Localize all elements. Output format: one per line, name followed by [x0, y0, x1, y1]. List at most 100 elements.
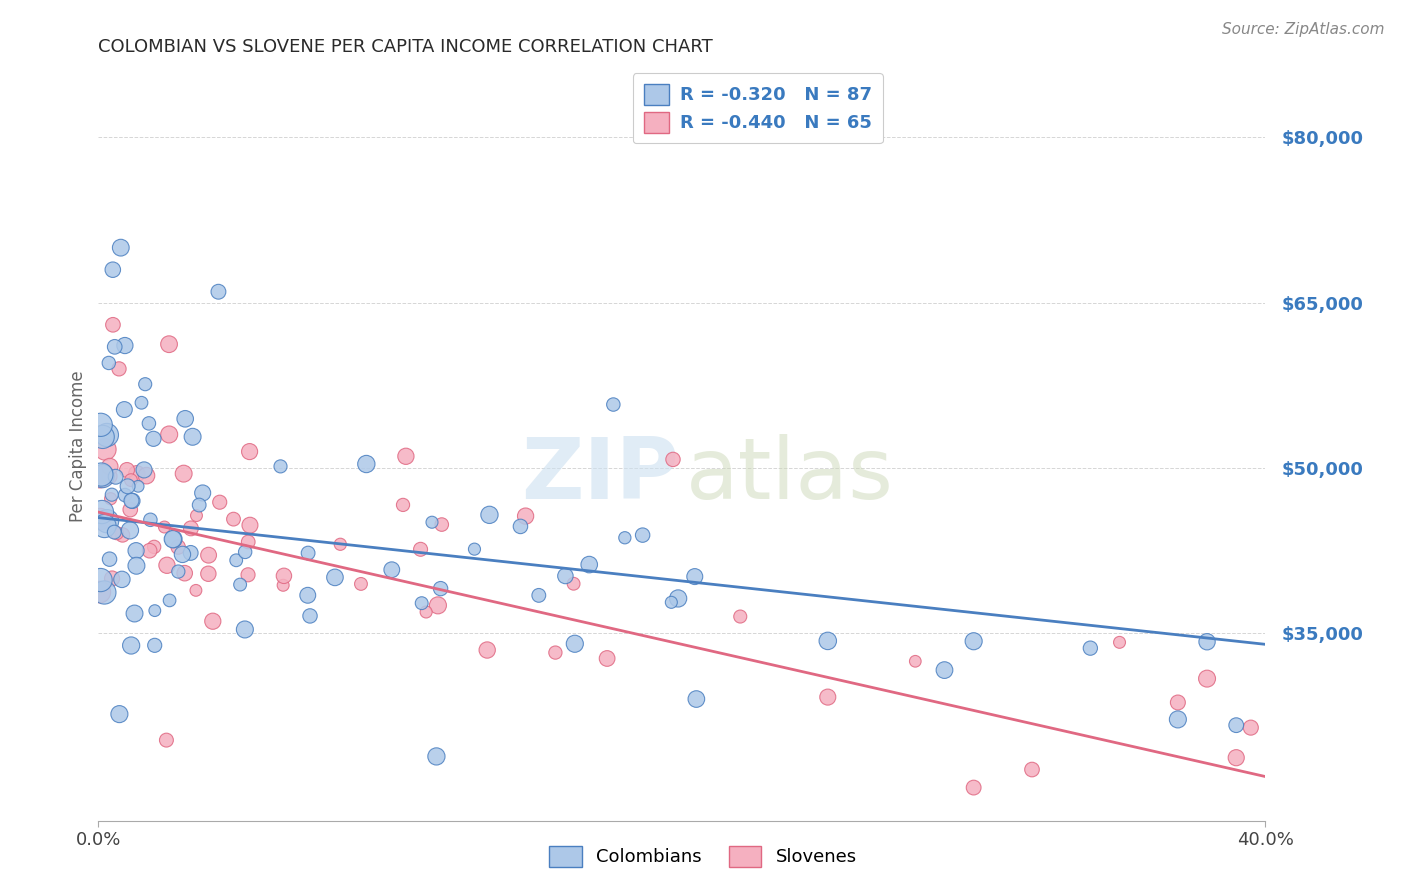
Point	[89, 585, 111, 599]
Point	[817, 633, 839, 648]
Point	[112, 402, 135, 417]
Point	[201, 614, 224, 628]
Point	[1021, 763, 1043, 777]
Point	[89, 512, 111, 526]
Point	[659, 595, 682, 609]
Point	[121, 494, 143, 508]
Point	[98, 459, 121, 474]
Point	[118, 524, 141, 538]
Point	[1167, 713, 1189, 727]
Point	[100, 491, 122, 506]
Point	[1195, 672, 1218, 686]
Point	[270, 459, 292, 474]
Point	[273, 569, 295, 583]
Point	[478, 508, 501, 522]
Point	[297, 588, 319, 602]
Point	[225, 553, 247, 567]
Point	[90, 467, 112, 482]
Point	[110, 241, 132, 255]
Point	[208, 495, 231, 509]
Point	[89, 470, 111, 484]
Point	[527, 588, 550, 602]
Point	[186, 508, 208, 523]
Point	[135, 468, 157, 483]
Point	[91, 430, 114, 444]
Point	[429, 582, 451, 596]
Point	[1225, 718, 1247, 732]
Point	[392, 498, 415, 512]
Point	[115, 463, 138, 477]
Point	[685, 692, 707, 706]
Point	[114, 488, 136, 502]
Point	[104, 340, 127, 354]
Point	[596, 651, 619, 665]
Point	[157, 427, 180, 442]
Legend: R = -0.320   N = 87, R = -0.440   N = 65: R = -0.320 N = 87, R = -0.440 N = 65	[633, 73, 883, 144]
Point	[323, 570, 346, 584]
Point	[117, 479, 139, 493]
Point	[180, 546, 202, 560]
Y-axis label: Per Capita Income: Per Capita Income	[69, 370, 87, 522]
Legend: Colombians, Slovenes: Colombians, Slovenes	[540, 837, 866, 876]
Text: ZIP: ZIP	[520, 434, 679, 517]
Point	[101, 572, 124, 586]
Point	[157, 337, 180, 351]
Point	[730, 609, 752, 624]
Point	[578, 558, 600, 572]
Point	[181, 430, 204, 444]
Text: atlas: atlas	[685, 434, 893, 517]
Point	[132, 463, 155, 477]
Point	[544, 646, 567, 660]
Point	[97, 356, 120, 370]
Point	[134, 377, 156, 392]
Point	[172, 548, 194, 562]
Point	[125, 558, 148, 573]
Point	[184, 583, 207, 598]
Point	[356, 457, 378, 471]
Point	[381, 563, 404, 577]
Point	[100, 488, 122, 502]
Point	[962, 634, 984, 648]
Point	[197, 548, 219, 562]
Point	[98, 552, 121, 566]
Point	[120, 502, 142, 516]
Point	[139, 513, 162, 527]
Point	[125, 467, 148, 481]
Point	[94, 442, 117, 457]
Point	[463, 542, 485, 557]
Point	[124, 607, 146, 621]
Point	[93, 585, 115, 599]
Point	[613, 531, 636, 545]
Point	[138, 417, 160, 431]
Point	[111, 573, 134, 587]
Point	[1225, 750, 1247, 764]
Point	[174, 412, 197, 426]
Point	[162, 532, 184, 546]
Point	[239, 444, 262, 458]
Point	[233, 623, 256, 637]
Point	[426, 599, 449, 613]
Point	[415, 605, 437, 619]
Point	[180, 521, 202, 535]
Point	[90, 417, 112, 432]
Point	[127, 479, 149, 493]
Point	[120, 639, 142, 653]
Point	[142, 432, 165, 446]
Point	[271, 578, 294, 592]
Point	[104, 469, 127, 483]
Point	[125, 543, 148, 558]
Point	[562, 576, 585, 591]
Point	[173, 566, 195, 581]
Point	[108, 707, 131, 722]
Point	[1195, 634, 1218, 648]
Point	[554, 569, 576, 583]
Point	[90, 505, 112, 519]
Point	[631, 528, 654, 542]
Point	[114, 338, 136, 352]
Point	[188, 498, 211, 512]
Point	[167, 540, 190, 554]
Text: Source: ZipAtlas.com: Source: ZipAtlas.com	[1222, 22, 1385, 37]
Point	[101, 318, 124, 332]
Point	[329, 537, 352, 551]
Point	[191, 486, 214, 500]
